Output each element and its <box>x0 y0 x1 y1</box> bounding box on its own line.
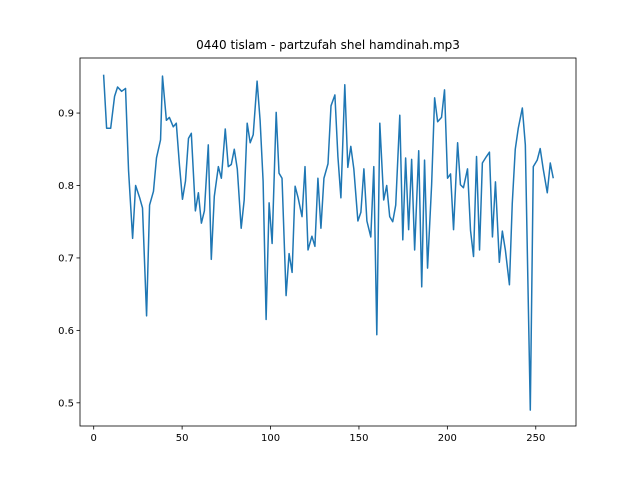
x-tick-label: 250 <box>526 433 545 444</box>
x-tick-label: 200 <box>438 433 457 444</box>
x-tick-label: 50 <box>176 433 189 444</box>
y-tick-label: 0.9 <box>58 109 74 120</box>
x-tick-label: 0 <box>91 433 97 444</box>
data-line <box>102 74 555 411</box>
y-tick-label: 0.7 <box>58 253 74 264</box>
x-tick-label: 100 <box>261 433 280 444</box>
y-tick-label: 0.6 <box>58 326 74 337</box>
x-tick-label: 150 <box>349 433 368 444</box>
plot-frame <box>79 57 577 427</box>
y-tick-label: 0.8 <box>58 181 74 192</box>
chart-title: 0440 tislam - partzufah shel hamdinah.mp… <box>196 38 460 52</box>
y-tick-label: 0.5 <box>58 398 74 409</box>
